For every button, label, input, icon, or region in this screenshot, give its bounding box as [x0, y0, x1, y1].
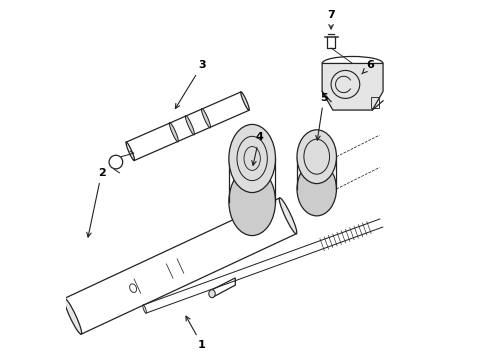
- Text: 3: 3: [175, 60, 206, 108]
- Ellipse shape: [185, 116, 195, 135]
- Text: 1: 1: [186, 316, 206, 350]
- Ellipse shape: [209, 290, 215, 298]
- Ellipse shape: [297, 162, 337, 216]
- Polygon shape: [322, 63, 383, 110]
- Text: 2: 2: [87, 168, 105, 237]
- Ellipse shape: [229, 167, 275, 235]
- Text: 5: 5: [316, 93, 328, 140]
- Ellipse shape: [170, 122, 178, 142]
- Text: 4: 4: [252, 132, 263, 165]
- Ellipse shape: [126, 142, 134, 161]
- Ellipse shape: [279, 198, 297, 234]
- Ellipse shape: [143, 305, 147, 313]
- Text: 7: 7: [327, 10, 335, 29]
- Text: 6: 6: [362, 60, 374, 74]
- Ellipse shape: [229, 125, 275, 193]
- Ellipse shape: [241, 92, 249, 110]
- Ellipse shape: [201, 108, 211, 128]
- Ellipse shape: [297, 130, 337, 184]
- Ellipse shape: [64, 298, 82, 334]
